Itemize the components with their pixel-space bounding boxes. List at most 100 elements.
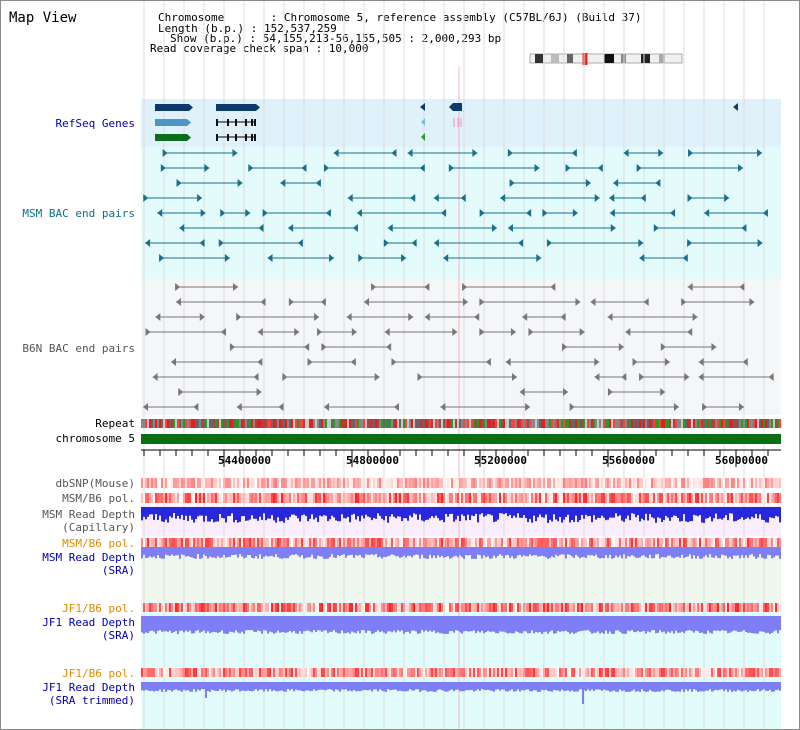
repeat-segment: [467, 419, 469, 428]
label-sra: (SRA): [101, 564, 135, 577]
pol-cell: [455, 603, 457, 612]
pol-cell: [439, 538, 441, 547]
depth-bar: [383, 547, 385, 557]
depth-bar: [381, 616, 383, 632]
depth-bar: [713, 682, 715, 691]
depth-bar: [455, 547, 457, 556]
pol-cell: [587, 493, 589, 503]
pol-cell: [491, 603, 493, 612]
repeat-segment: [519, 419, 521, 428]
pol-cell: [327, 668, 329, 677]
label-msm-b6-pol-2[interactable]: MSM/B6 pol.: [62, 537, 135, 550]
pol-cell: [721, 538, 723, 547]
depth-bar: [311, 507, 313, 515]
depth-bar: [261, 507, 263, 520]
label-msm-bac-end-pairs[interactable]: MSM BAC end pairs: [22, 207, 135, 220]
pol-cell: [169, 603, 171, 612]
label-jf1-b6-pol[interactable]: JF1/B6 pol.: [62, 602, 135, 615]
label-jf1-read-depth-trimmed[interactable]: JF1 Read Depth: [42, 681, 135, 694]
pol-cell: [593, 603, 595, 612]
chromosome-ideogram[interactable]: [529, 53, 685, 65]
depth-bar: [487, 547, 489, 557]
pol-cell: [313, 603, 315, 612]
label-msm-read-depth-capillary[interactable]: MSM Read Depth: [42, 508, 135, 521]
pol-cell: [359, 668, 361, 677]
depth-bar: [201, 616, 203, 632]
depth-bar: [269, 507, 271, 519]
pol-cell: [443, 493, 445, 503]
label-msm-read-depth-sra[interactable]: MSM Read Depth: [42, 551, 135, 564]
pol-cell: [771, 668, 773, 677]
pol-cell: [669, 603, 671, 612]
pol-cell: [489, 603, 491, 612]
repeat-segment: [277, 419, 279, 428]
depth-bar: [495, 507, 497, 522]
label-msm-b6-pol[interactable]: MSM/B6 pol.: [62, 492, 135, 505]
depth-bar: [419, 507, 421, 515]
pol-cell: [635, 668, 637, 677]
depth-bar: [159, 547, 161, 558]
depth-bar: [209, 547, 211, 557]
pol-cell: [397, 603, 399, 612]
depth-bar: [467, 507, 469, 515]
b6n-bac-pair-end: [321, 343, 327, 351]
pol-cell: [631, 603, 633, 612]
repeat-segment: [145, 419, 147, 428]
label-dbsnp[interactable]: dbSNP(Mouse): [55, 477, 135, 490]
pol-cell: [467, 538, 469, 547]
depth-bar: [585, 507, 587, 515]
repeat-segment: [765, 419, 767, 428]
pol-cell: [569, 493, 571, 503]
dbsnp-cell: [775, 478, 777, 488]
depth-bar: [397, 616, 399, 631]
depth-bar: [619, 507, 621, 516]
pol-cell: [173, 603, 175, 612]
depth-bar: [313, 547, 315, 559]
depth-bar: [277, 507, 279, 518]
genome-track-canvas[interactable]: [141, 1, 782, 730]
pol-cell: [649, 538, 651, 547]
label-b6n-bac-end-pairs[interactable]: B6N BAC end pairs: [22, 342, 135, 355]
dbsnp-cell: [589, 478, 591, 488]
dbsnp-cell: [685, 478, 687, 488]
pol-cell: [673, 603, 675, 612]
depth-bar: [545, 682, 547, 690]
depth-bar: [355, 547, 357, 556]
repeat-segment: [487, 419, 489, 428]
depth-bar: [773, 616, 775, 632]
depth-bar: [607, 682, 609, 691]
pol-cell: [413, 668, 415, 677]
depth-bar: [161, 616, 163, 632]
depth-bar: [633, 507, 635, 514]
label-jf1-b6-pol-2[interactable]: JF1/B6 pol.: [62, 667, 135, 680]
repeat-segment: [661, 419, 663, 428]
pol-cell: [145, 493, 147, 503]
pol-cell: [459, 603, 461, 612]
pol-cell: [561, 538, 563, 547]
label-refseq-genes[interactable]: RefSeq Genes: [55, 117, 135, 130]
depth-bar: [443, 616, 445, 634]
depth-bar: [653, 507, 655, 519]
depth-bar: [507, 682, 509, 692]
depth-bar: [297, 547, 299, 556]
pol-cell: [397, 493, 399, 503]
depth-bar: [359, 507, 361, 522]
repeat-segment: [203, 419, 205, 428]
repeat-segment: [329, 419, 331, 428]
pol-cell: [651, 668, 653, 677]
label-chromosome[interactable]: chromosome 5: [55, 432, 135, 445]
pol-cell: [315, 603, 317, 612]
pol-cell: [201, 668, 203, 677]
pol-cell: [315, 538, 317, 547]
pol-cell: [149, 668, 151, 677]
pol-cell: [447, 538, 449, 547]
label-jf1-read-depth-sra[interactable]: JF1 Read Depth: [42, 616, 135, 629]
msm-bac-pair-end: [757, 149, 763, 157]
depth-bar: [597, 682, 599, 690]
dbsnp-cell: [413, 478, 415, 488]
pol-cell: [761, 538, 763, 547]
label-repeat[interactable]: Repeat: [95, 417, 135, 430]
pol-cell: [439, 493, 441, 503]
dbsnp-cell: [279, 478, 281, 488]
pol-cell: [425, 668, 427, 677]
